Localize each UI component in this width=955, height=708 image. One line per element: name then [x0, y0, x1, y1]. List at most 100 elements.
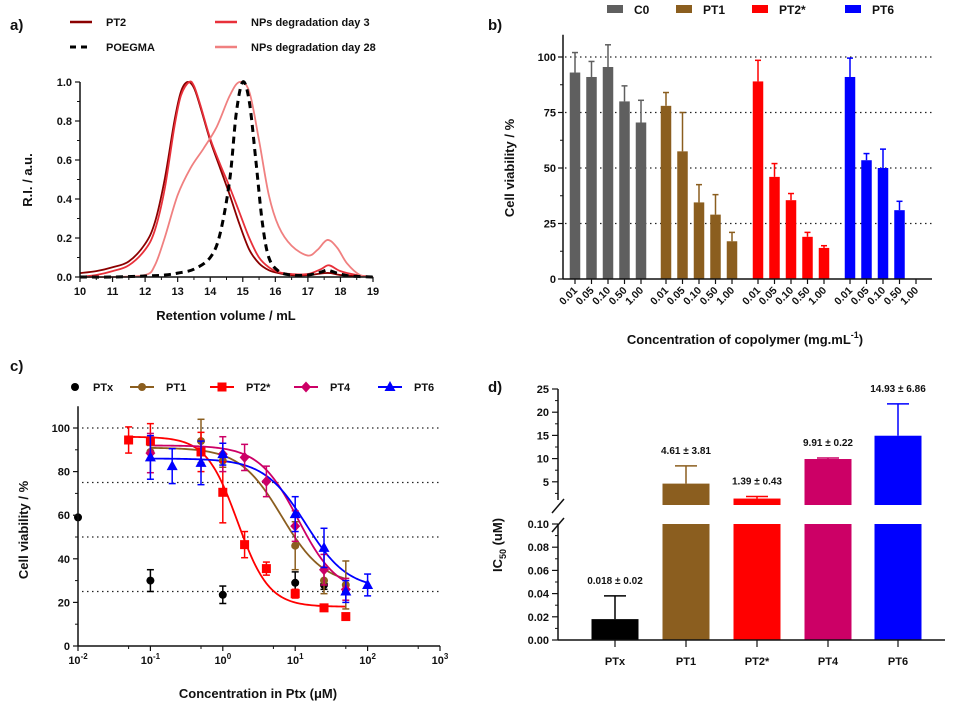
x-tick-label: 15	[237, 286, 249, 298]
legend-label-pt2: PT2*	[779, 3, 806, 17]
data-point-pt6	[289, 508, 301, 519]
legend-swatch-pt6	[845, 5, 861, 13]
y-tick-label: 0	[550, 274, 556, 286]
panel-a-label: a)	[10, 17, 23, 34]
data-point-pt2	[319, 603, 329, 613]
data-point-ptx	[291, 578, 300, 587]
y-tick-label: 50	[544, 163, 556, 175]
y-tick-label: 0.00	[528, 635, 549, 647]
x-tick-label: 18	[334, 286, 346, 298]
panel-b-y-axis-label: Cell viability / %	[502, 118, 517, 217]
x-tick-label: 100	[214, 652, 231, 667]
panel-c-axes: 10-2 10-1 100 101 102 103 0 20 40 60 80 100	[52, 406, 449, 667]
legend-label-c0: C0	[634, 3, 650, 17]
x-tick-label: 12	[139, 286, 151, 298]
panel-b-bars	[569, 44, 905, 280]
legend-swatch-c0	[607, 5, 623, 13]
bar-pt6-0.10	[877, 168, 889, 279]
panel-a: a) PT2 POEGMA NPs degradation day 3 NPs deg…	[10, 17, 379, 323]
data-point-pt6	[362, 578, 374, 589]
panel-c-y-axis-label: Cell viability / %	[16, 480, 31, 579]
panel-a-y-axis-label: R.I. / a.u.	[20, 153, 35, 206]
x-tick-label: 17	[302, 286, 314, 298]
bar-pt6-0.50	[894, 210, 905, 279]
legend-marker-ptx	[71, 383, 79, 391]
data-label-pt4: 9.91 ± 0.22	[803, 438, 853, 449]
bar-pt2-0.01	[752, 81, 764, 279]
data-point-pt2	[124, 435, 134, 445]
data-point-pt6	[166, 460, 178, 471]
legend-label-pt1: PT1	[703, 3, 725, 17]
x-tick-label: 13	[172, 286, 184, 298]
data-point-pt6	[340, 585, 352, 596]
series-line-nps-degradation-day-3	[79, 80, 374, 278]
data-point-pt6	[195, 456, 207, 467]
legend-label-ptx: PTx	[93, 382, 114, 394]
bar-pt2-1.00	[818, 247, 830, 279]
panel-b-x-axis-label: Concentration of copolymer (mg.mL-1)	[627, 330, 863, 347]
bar-pt1-0.01	[660, 105, 672, 279]
legend-label-pt4: PT4	[330, 382, 351, 394]
data-point-ptx	[146, 576, 155, 585]
y-tick-label: 20	[537, 407, 549, 419]
panel-b: b) C0 PT1 PT2* PT6 0.010.050.100.501.00 0.01…	[488, 3, 932, 347]
legend-marker-pt6	[384, 381, 396, 391]
panel-a-axes: 10 11 12 13 14 15 16 17 18 19 0.0 0.2 0.4 0.6 0.8 1.0	[57, 77, 379, 298]
data-point-ptx	[218, 590, 227, 599]
panel-a-series	[79, 80, 374, 279]
panel-a-legend: PT2 POEGMA NPs degradation day 3 NPs degrad…	[70, 17, 376, 54]
x-tick-label: 10	[74, 286, 86, 298]
legend-label-pt6: PT6	[414, 382, 434, 394]
y-tick-label: 40	[58, 554, 70, 566]
x-tick-label: 102	[359, 652, 376, 667]
axis-break-mark	[551, 498, 565, 514]
data-point-pt6	[318, 541, 330, 552]
y-tick-label: 0.06	[528, 565, 549, 577]
bar-pt6-0.05	[861, 160, 872, 279]
panel-c: c) PTx PT1 PT2* PT4 PT6 10-2 10-1 100 101 102 103…	[10, 358, 449, 701]
panel-b-label: b)	[488, 17, 502, 34]
bar-pt6-0.01	[844, 76, 856, 279]
y-tick-label: 20	[58, 597, 70, 609]
panel-d-axes: PTx PT1 PT2* PT4 PT6 0.00 0.02 0.04 0.06 0.08 0.10…	[528, 384, 945, 668]
bar-lower-pt4	[804, 524, 852, 640]
y-tick-label: 75	[544, 108, 556, 120]
series-line-poegma	[79, 80, 374, 279]
panel-c-x-axis-label: Concentration in Ptx (μM)	[179, 686, 337, 701]
panel-b-legend: C0 PT1 PT2* PT6	[607, 3, 894, 17]
y-tick-label: 0.4	[57, 194, 73, 206]
legend-marker-pt4	[301, 381, 311, 393]
y-tick-label: 60	[58, 510, 70, 522]
panel-c-label: c)	[10, 358, 23, 375]
data-point-pt2	[341, 612, 351, 622]
y-tick-label: 0	[64, 641, 70, 653]
y-tick-label: 0.6	[57, 155, 72, 167]
x-tick-label: 16	[269, 286, 281, 298]
legend-label-pt2: PT2*	[246, 382, 271, 394]
data-label-pt1: 4.61 ± 3.81	[661, 446, 711, 457]
bar-pt1-0.50	[710, 214, 721, 279]
data-point-pt1	[291, 541, 300, 550]
y-tick-label: 5	[543, 477, 549, 489]
legend-label-pt6: PT6	[872, 3, 894, 17]
bar-c0-1.00	[635, 122, 647, 280]
y-tick-label: 0.04	[528, 589, 550, 601]
bar-c0-0.10	[602, 66, 614, 280]
data-point-pt2	[240, 540, 250, 550]
bar-pt2-0.05	[769, 176, 780, 279]
panel-c-points	[74, 418, 374, 622]
panel-d: d) 0.018 ± 0.02 4.61 ± 3.81 1.39 ± 0.43 9.9…	[488, 379, 945, 668]
x-tick-label: PT1	[676, 656, 696, 668]
data-point-pt6	[144, 451, 156, 462]
bar-upper-pt2	[733, 498, 781, 505]
y-tick-label: 0.8	[57, 116, 72, 128]
legend-label-nps-degradation-day-3: NPs degradation day 3	[251, 17, 370, 29]
x-tick-label: 101	[287, 652, 304, 667]
y-tick-label: 10	[537, 454, 549, 466]
data-label-pt6: 14.93 ± 6.86	[870, 384, 926, 395]
data-point-pt4	[239, 451, 250, 463]
y-tick-label: 100	[52, 423, 70, 435]
bar-c0-0.05	[586, 76, 597, 279]
data-point-pt2	[290, 589, 300, 599]
